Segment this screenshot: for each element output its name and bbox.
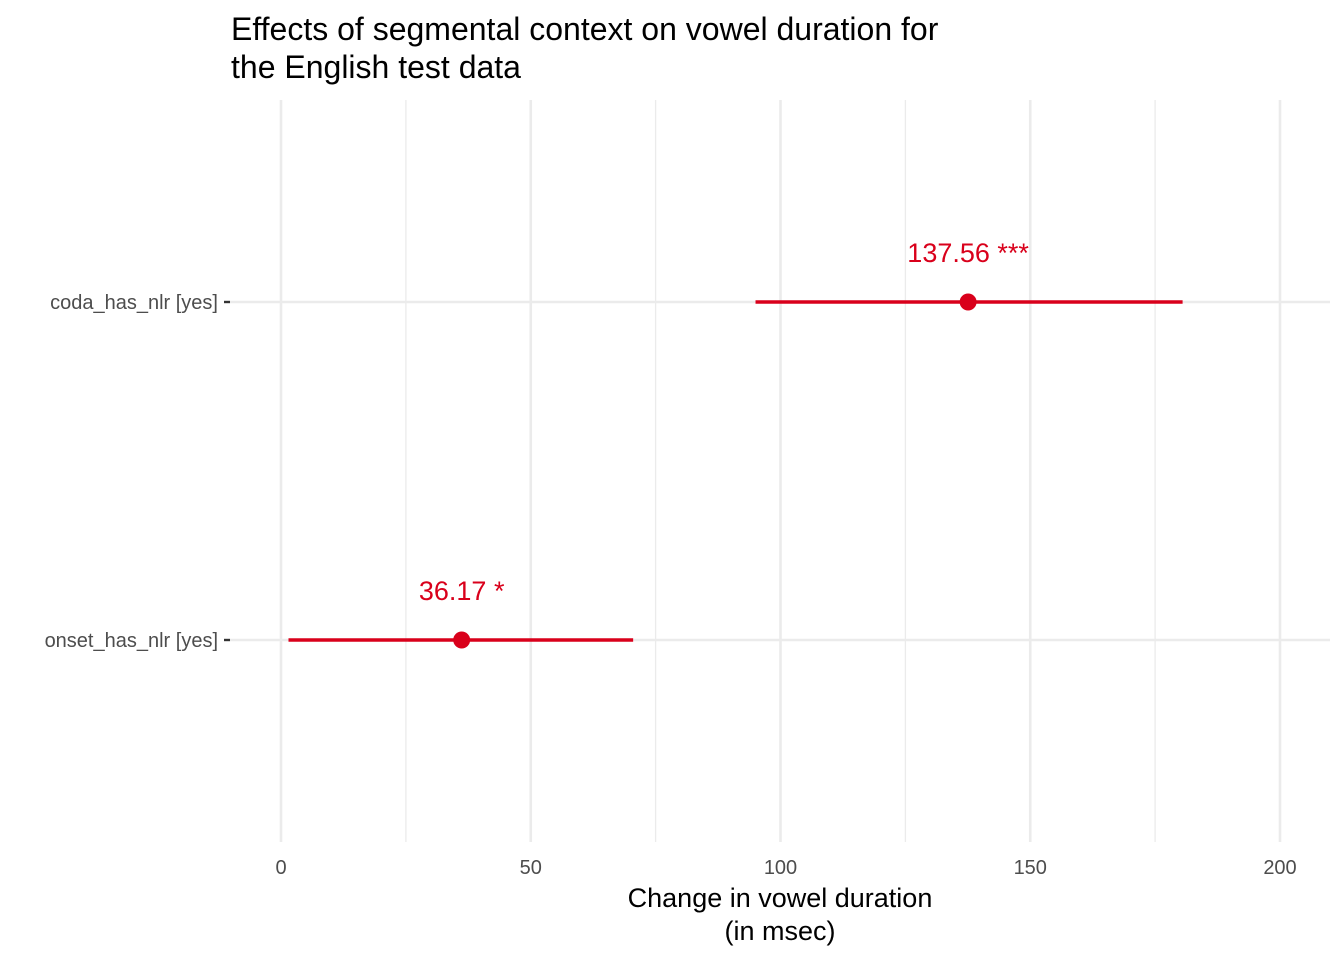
estimate-point (959, 293, 977, 311)
y-axis-ticks: coda_has_nlr [yes] onset_has_nlr [yes] (45, 292, 230, 652)
x-tick-label: 150 (1014, 857, 1047, 879)
data-label: 36.17 * (419, 576, 505, 606)
x-axis-label: Change in vowel duration(in msec) (628, 883, 933, 946)
chart-title: Effects of segmental context on vowel du… (231, 11, 939, 85)
data-label: 137.56 *** (907, 238, 1029, 268)
x-tick-label: 50 (520, 857, 542, 879)
chart-title-line: Effects of segmental context on vowel du… (231, 11, 939, 47)
x-tick-label: 0 (275, 857, 286, 879)
x-axis-ticks: 0 50 100 150 200 (275, 857, 1296, 879)
x-tick-label: 200 (1263, 857, 1296, 879)
x-axis-label-line: Change in vowel duration (628, 883, 933, 913)
y-tick-label: onset_has_nlr [yes] (45, 630, 218, 652)
x-tick-label: 100 (764, 857, 797, 879)
estimate-point (453, 631, 471, 649)
y-tick-label: coda_has_nlr [yes] (50, 292, 218, 314)
chart-title-line: the English test data (231, 49, 521, 85)
x-axis-label-line: (in msec) (724, 916, 835, 946)
grid (230, 100, 1330, 842)
data-marks: 137.56 *** 36.17 * (288, 238, 1183, 649)
